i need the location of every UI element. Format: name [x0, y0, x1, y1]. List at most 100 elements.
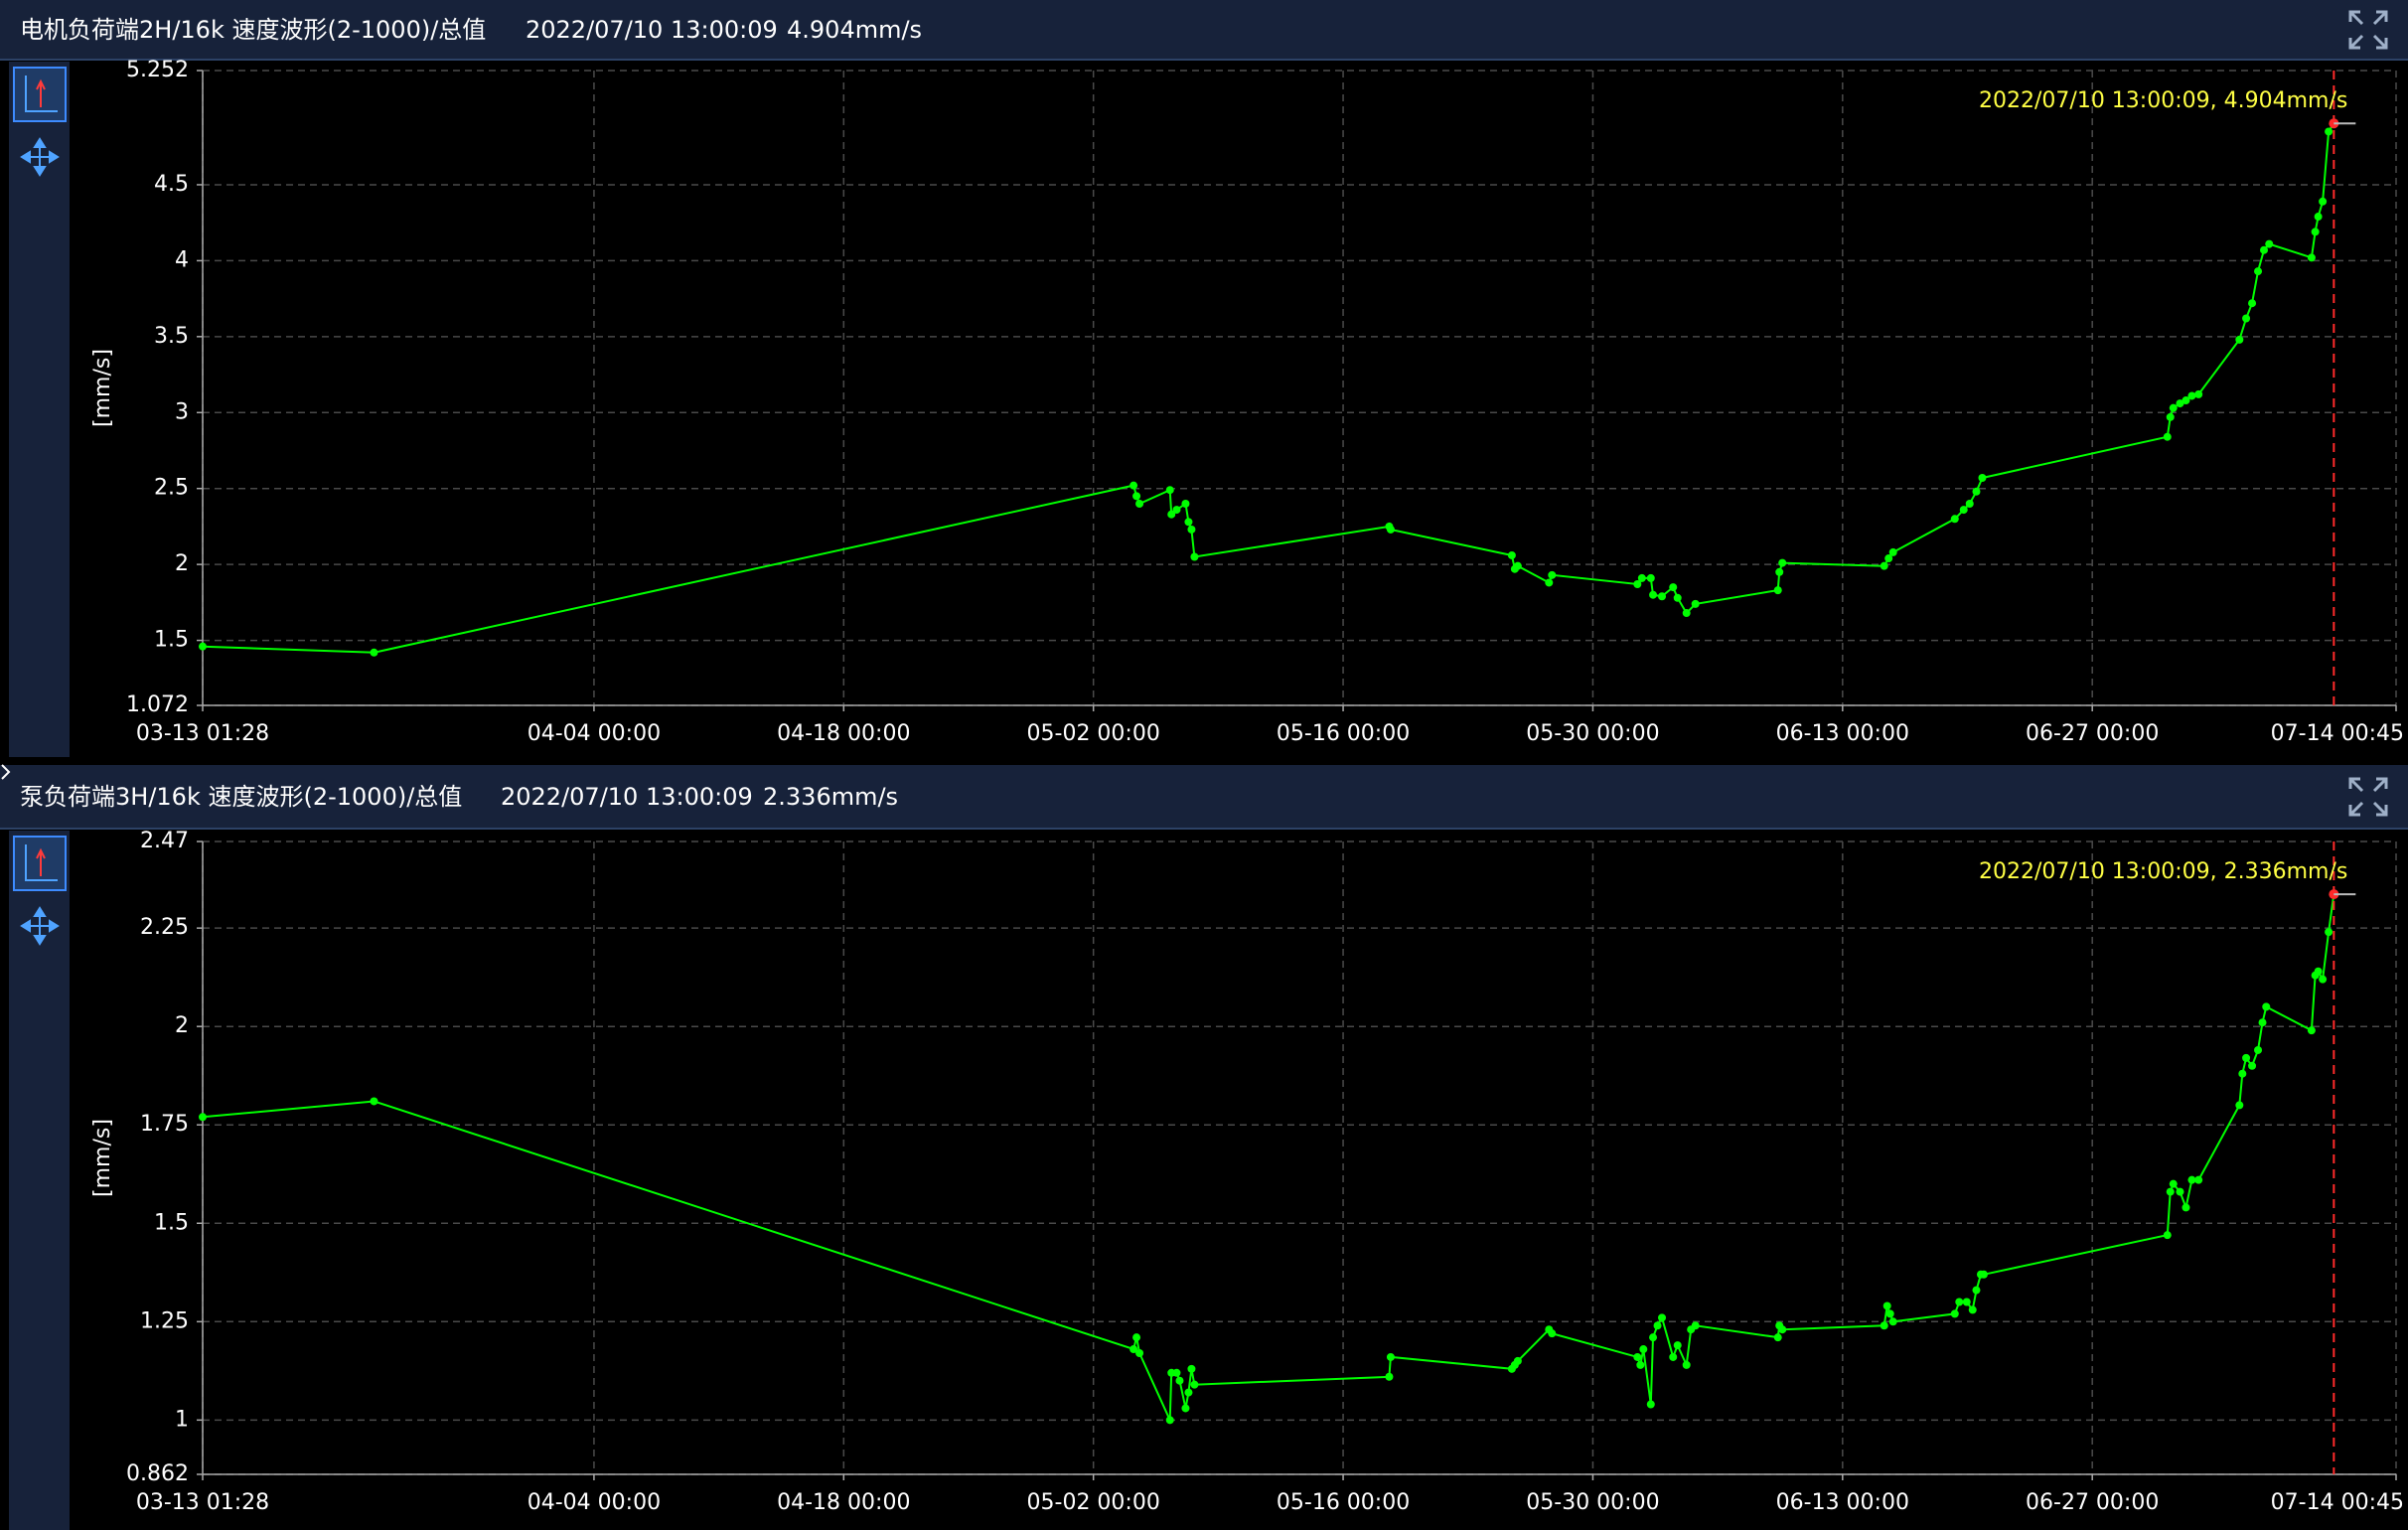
- data-point: [1658, 1313, 1667, 1322]
- data-point: [1669, 583, 1678, 592]
- header-timestamp: 2022/07/10 13:00:09: [526, 16, 778, 44]
- data-point: [1955, 1298, 1964, 1306]
- y-tick-label: 0.862: [126, 1461, 189, 1486]
- expand-stroke: [2372, 10, 2388, 26]
- data-point: [1135, 499, 1144, 508]
- panel-header: [0, 765, 2408, 829]
- y-tick-label: 2.5: [154, 476, 189, 501]
- x-tick-label: 05-16 00:00: [1277, 721, 1410, 746]
- data-point: [2254, 267, 2263, 276]
- x-tick-label: 03-13 01:28: [136, 721, 269, 746]
- data-point: [1950, 515, 1959, 524]
- data-point: [2176, 399, 2184, 408]
- data-point: [1775, 567, 1784, 576]
- chart-panel: 电机负荷端2H/16k 速度波形(2-1000)/总值 2022/07/10 13…: [0, 0, 2408, 757]
- collapse-chevron[interactable]: [1, 764, 11, 780]
- data-point: [1646, 573, 1655, 582]
- data-point: [2262, 1002, 2271, 1011]
- cursor-annotation: 2022/07/10 13:00:09, 4.904mm/s: [1979, 88, 2347, 113]
- data-point: [1691, 599, 1700, 608]
- x-tick-label: 04-18 00:00: [777, 1490, 910, 1515]
- data-point: [2254, 1045, 2263, 1054]
- data-point: [2307, 1026, 2316, 1035]
- y-tick-label: 2.25: [140, 915, 189, 940]
- data-point: [2235, 1101, 2244, 1110]
- axis-mode-button[interactable]: [13, 67, 67, 122]
- data-point: [1978, 473, 1987, 482]
- data-point: [2176, 1187, 2184, 1196]
- data-point: [1882, 1301, 1891, 1310]
- data-point: [2163, 432, 2172, 441]
- axis-glyph: [25, 844, 58, 881]
- x-tick-label: 06-27 00:00: [2026, 721, 2159, 746]
- sidebar: [9, 62, 70, 757]
- data-point: [1773, 586, 1782, 595]
- axis-mode-button[interactable]: [13, 836, 67, 891]
- data-point: [1187, 1364, 1196, 1373]
- data-point: [1637, 573, 1646, 582]
- data-point: [370, 1097, 378, 1106]
- data-point: [2314, 967, 2323, 976]
- pan-button[interactable]: [20, 906, 60, 946]
- data-point: [1165, 1416, 1174, 1425]
- y-tick-label: 4.5: [154, 172, 189, 197]
- data-point: [1181, 499, 1190, 508]
- data-point: [2182, 1203, 2190, 1212]
- data-point: [2319, 197, 2328, 206]
- data-point: [2187, 391, 2196, 400]
- y-tick-label: 1.072: [126, 692, 189, 717]
- data-point: [1979, 1270, 1988, 1279]
- cursor-annotation: 2022/07/10 13:00:09, 2.336mm/s: [1979, 859, 2347, 884]
- data-point: [2307, 253, 2316, 262]
- data-point: [1950, 1309, 1959, 1318]
- chart-title: 电机负荷端2H/16k 速度波形(2-1000)/总值: [20, 16, 486, 44]
- data-point: [370, 648, 378, 657]
- x-tick-label: 06-27 00:00: [2026, 1490, 2159, 1515]
- data-point: [2169, 403, 2178, 412]
- expand-corners: [2348, 10, 2388, 50]
- expand-stroke: [2372, 777, 2388, 793]
- data-point: [1673, 1341, 1682, 1350]
- data-point: [199, 642, 207, 651]
- data-point: [2163, 1231, 2172, 1240]
- chart-panel: 泵负荷端3H/16k 速度波形(2-1000)/总值 2022/07/10 13:…: [0, 765, 2408, 1530]
- data-point: [2314, 213, 2323, 222]
- data-point: [1880, 1321, 1888, 1330]
- data-point: [1778, 1325, 1787, 1334]
- header-reading: 4.904mm/s: [787, 16, 922, 44]
- pan-button[interactable]: [20, 137, 60, 177]
- data-point: [1639, 1345, 1648, 1354]
- x-tick-label: 07-14 00:45: [2271, 721, 2404, 746]
- data-point: [2265, 239, 2274, 248]
- header-reading: 2.336mm/s: [763, 783, 898, 811]
- data-point: [2166, 1187, 2175, 1196]
- y-tick-label: 2.47: [140, 829, 189, 853]
- expand-button[interactable]: [2348, 777, 2388, 817]
- data-point: [1888, 1317, 1897, 1326]
- data-point: [1172, 1368, 1181, 1377]
- y-axis-label: [mm/s]: [90, 1119, 115, 1197]
- data-point: [1184, 518, 1193, 527]
- data-point: [1669, 1352, 1678, 1361]
- expand-stroke: [2348, 10, 2364, 26]
- y-tick-label: 3.5: [154, 324, 189, 349]
- data-point: [2187, 1175, 2196, 1184]
- data-point: [1691, 1321, 1700, 1330]
- data-point: [2325, 127, 2333, 136]
- data-point: [1507, 550, 1516, 559]
- data-point: [1548, 570, 1557, 579]
- data-point: [2238, 1069, 2247, 1078]
- header-timestamp: 2022/07/10 13:00:09: [501, 783, 753, 811]
- data-point: [1385, 1372, 1394, 1381]
- data-point: [1386, 1352, 1395, 1361]
- x-tick-label: 05-02 00:00: [1027, 721, 1160, 746]
- data-point: [1773, 1333, 1782, 1342]
- expand-button[interactable]: [2348, 10, 2388, 50]
- x-tick-label: 07-14 00:45: [2271, 1490, 2404, 1515]
- series-line: [202, 122, 2335, 654]
- data-point: [1633, 1352, 1642, 1361]
- data-point: [1187, 525, 1196, 534]
- data-point: [1172, 506, 1181, 515]
